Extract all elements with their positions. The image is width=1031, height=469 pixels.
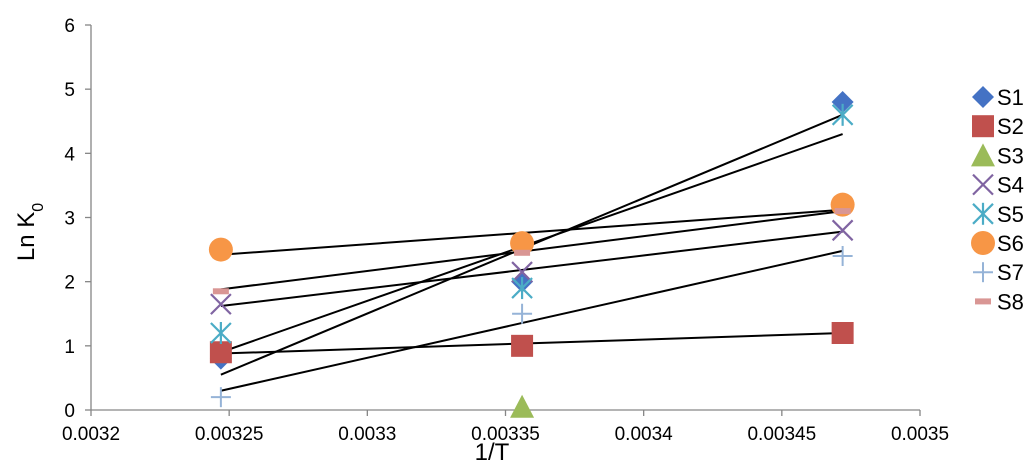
point-s4 (210, 293, 232, 315)
y-axis-title-subscript: 0 (30, 203, 47, 212)
legend-marker-s8 (975, 298, 991, 305)
legend-marker-s6 (971, 231, 995, 255)
legend-label-s7: S7 (997, 260, 1024, 285)
legend-marker-s1 (972, 86, 994, 108)
y-tick-label: 3 (64, 209, 75, 230)
y-tick-label: 0 (64, 401, 75, 422)
point-s6 (510, 231, 535, 256)
legend-label-s4: S4 (997, 173, 1024, 198)
point-s5 (210, 322, 232, 344)
legend-item-s4: S4 (972, 173, 1024, 198)
legend-label-s8: S8 (997, 289, 1024, 314)
y-tick-label: 5 (64, 80, 75, 101)
point-s7 (210, 387, 231, 408)
point-s2 (511, 334, 534, 357)
legend-label-s1: S1 (997, 85, 1024, 110)
x-tick-label: 0.0033 (338, 424, 396, 445)
x-tick-label: 0.00335 (471, 424, 540, 445)
trendline-s6 (220, 208, 843, 256)
legend-label-s3: S3 (997, 143, 1024, 168)
x-tick-label: 0.00345 (747, 424, 816, 445)
x-tick-label: 0.00325 (195, 424, 264, 445)
point-s4 (511, 261, 533, 283)
point-s4 (831, 219, 854, 242)
point-s6 (208, 237, 233, 262)
axes (85, 24, 921, 416)
legend-item-s1: S1 (972, 85, 1024, 110)
legend-item-s2: S2 (972, 114, 1024, 139)
tick-labels: 0 1 2 3 4 5 6 0.0032 0.00325 0.0033 0.00335 0.0034 0… (62, 16, 949, 445)
data-points (208, 91, 855, 418)
point-s2 (209, 341, 232, 364)
trendline-s4 (220, 230, 843, 308)
legend-marker-s2 (972, 115, 994, 138)
legend-item-s3: S3 (971, 143, 1024, 168)
point-s7 (512, 303, 533, 324)
point-s8 (212, 288, 229, 295)
legend-label-s6: S6 (997, 231, 1024, 256)
point-s7 (832, 246, 853, 266)
point-s8 (834, 208, 851, 215)
legend-item-s6: S6 (971, 231, 1024, 256)
legend: S1 S2 S3 S4 S5 S6 S7 S8 (971, 85, 1024, 314)
point-s1 (831, 91, 854, 113)
y-axis-title-main: Ln K (13, 212, 40, 261)
y-tick-label: 6 (64, 16, 75, 37)
legend-item-s7: S7 (973, 260, 1024, 285)
point-s5 (511, 277, 533, 300)
x-axis-title: 1/T (475, 439, 510, 466)
trendline-s7 (220, 249, 843, 392)
y-tick-label: 4 (64, 144, 75, 165)
point-s8 (514, 249, 531, 256)
legend-marker-s5 (972, 202, 994, 225)
legend-label-s5: S5 (997, 202, 1024, 227)
x-tick-label: 0.0034 (615, 424, 674, 445)
y-axis-title: Ln K0 (13, 203, 47, 261)
point-s5 (831, 103, 854, 126)
legend-marker-s3 (971, 143, 995, 167)
x-tick-label: 0.0032 (62, 424, 120, 445)
y-tick-label: 2 (64, 273, 75, 294)
legend-item-s5: S5 (972, 202, 1024, 227)
legend-item-s8: S8 (975, 289, 1024, 314)
legend-marker-s4 (972, 173, 994, 196)
y-tick-label: 1 (64, 337, 75, 358)
legend-label-s2: S2 (997, 114, 1024, 139)
x-tick-label: 0.0035 (891, 424, 949, 445)
point-s2 (831, 322, 854, 344)
point-s3 (510, 394, 535, 418)
legend-marker-s7 (973, 262, 993, 283)
